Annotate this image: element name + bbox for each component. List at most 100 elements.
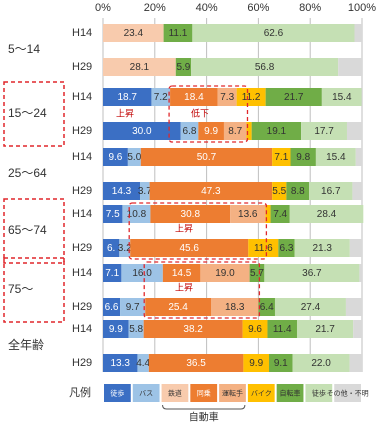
bar-segment xyxy=(140,148,273,166)
segment-label: 14.3 xyxy=(112,186,132,197)
legend-swatch xyxy=(219,384,246,402)
bar-segment xyxy=(145,298,212,316)
segment-label: 21.3 xyxy=(313,243,333,254)
bar-segment xyxy=(103,182,141,200)
bar-segment xyxy=(217,88,237,106)
bar-segment xyxy=(137,354,149,372)
year-label: H14 xyxy=(72,208,92,220)
bar-segment xyxy=(354,24,362,42)
bar-segment xyxy=(127,148,141,166)
legend-label: 鉄道 xyxy=(168,388,182,397)
legend-label: バス xyxy=(139,389,153,397)
segment-highlight-box xyxy=(128,202,268,260)
segment-label: 6.8 xyxy=(183,126,197,137)
bar-segment xyxy=(103,298,121,316)
year-label: H29 xyxy=(72,61,92,73)
segment-label: 21.7 xyxy=(284,92,304,103)
bar-segment xyxy=(309,182,353,200)
segment-label: 7.4 xyxy=(273,209,287,220)
bar-segment xyxy=(148,354,244,372)
bar-segment xyxy=(246,122,252,140)
segment-label: 45.6 xyxy=(180,243,200,254)
segment-label: 19.0 xyxy=(215,268,235,279)
bar-segment xyxy=(230,205,266,223)
annotation-label: 上昇 xyxy=(175,223,193,233)
bar-segment xyxy=(192,24,355,42)
bar-segment xyxy=(290,148,316,166)
segment-label: 50.7 xyxy=(197,152,217,163)
segment-label: 16.0 xyxy=(132,268,152,279)
segment-label: 16.7 xyxy=(321,186,341,197)
bar-segment xyxy=(162,264,201,282)
year-label: H29 xyxy=(72,301,92,313)
bar-segment xyxy=(103,122,181,140)
bar-segment xyxy=(338,58,362,76)
bar-segment xyxy=(120,298,146,316)
segment-label: 6. xyxy=(107,243,115,254)
segment-label: 18.7 xyxy=(117,92,137,103)
bar-segment xyxy=(269,354,293,372)
segment-label: 11.6 xyxy=(254,243,273,254)
segment-label: 5.0 xyxy=(127,152,141,163)
group-label: 15～24 xyxy=(8,106,47,120)
legend-swatch xyxy=(132,384,160,402)
bar-segment xyxy=(353,320,362,338)
segment-label: 28.4 xyxy=(317,209,337,220)
x-tick-label: 0% xyxy=(95,2,111,14)
bar-segment xyxy=(119,239,131,257)
segment-label: 18.4 xyxy=(184,92,204,103)
segment-label: 22.0 xyxy=(311,358,331,369)
segment-label: 9.9 xyxy=(109,324,123,335)
year-label: H29 xyxy=(72,185,92,197)
legend-swatch xyxy=(161,384,189,402)
legend-label: 運転手 xyxy=(222,388,243,397)
bar-segment xyxy=(267,320,297,338)
legend-label: 徒歩 xyxy=(110,388,124,397)
segment-label: 5.5 xyxy=(272,186,286,197)
bar-segment xyxy=(140,182,150,200)
bar-segment xyxy=(286,182,310,200)
age-highlight-box xyxy=(3,81,65,147)
segment-label: 25.4 xyxy=(168,302,188,313)
segment-label: 7.3 xyxy=(220,92,234,103)
bar-segment xyxy=(346,122,362,140)
segment-highlight-box xyxy=(168,85,249,143)
segment-label: 15.4 xyxy=(326,152,346,163)
segment-label: 7.1 xyxy=(105,268,119,279)
segment-label: 6.6 xyxy=(105,302,119,313)
bar-segment xyxy=(149,182,273,200)
bar-segment xyxy=(242,320,268,338)
bar-segment xyxy=(251,122,302,140)
bar-segment xyxy=(163,24,193,42)
bar-segment xyxy=(151,88,171,106)
segment-label: 19.1 xyxy=(267,126,287,137)
bar-segment xyxy=(223,122,247,140)
bar-segment xyxy=(355,148,362,166)
legend-label: 徒歩 xyxy=(312,388,326,397)
bar-segment xyxy=(249,264,265,282)
legend-label: バイク xyxy=(251,389,272,397)
bar-segment xyxy=(349,239,362,257)
segment-label: 30.8 xyxy=(181,209,201,220)
bar-segment xyxy=(103,58,176,76)
segment-label: 7.2 xyxy=(154,92,168,103)
bar-segment xyxy=(103,205,123,223)
bar-segment xyxy=(103,264,122,282)
segment-label: 6.3 xyxy=(280,243,294,254)
bar-segment xyxy=(265,205,271,223)
bar-segment xyxy=(170,88,218,106)
year-label: H14 xyxy=(72,91,92,103)
bar-segment xyxy=(175,58,192,76)
segment-label: 13.3 xyxy=(110,358,130,369)
bar-segment xyxy=(243,354,270,372)
year-label: H14 xyxy=(72,27,92,39)
segment-label: 3.7 xyxy=(138,186,152,197)
bar-segment xyxy=(103,88,152,106)
bar-segment xyxy=(315,148,356,166)
year-label: H29 xyxy=(72,125,92,137)
segment-label: 28.1 xyxy=(130,62,150,73)
segment-label: 15.4 xyxy=(332,92,352,103)
bar-segment xyxy=(270,205,290,223)
x-tick-label: 60% xyxy=(247,2,269,14)
legend-label: 自転車 xyxy=(280,388,301,397)
